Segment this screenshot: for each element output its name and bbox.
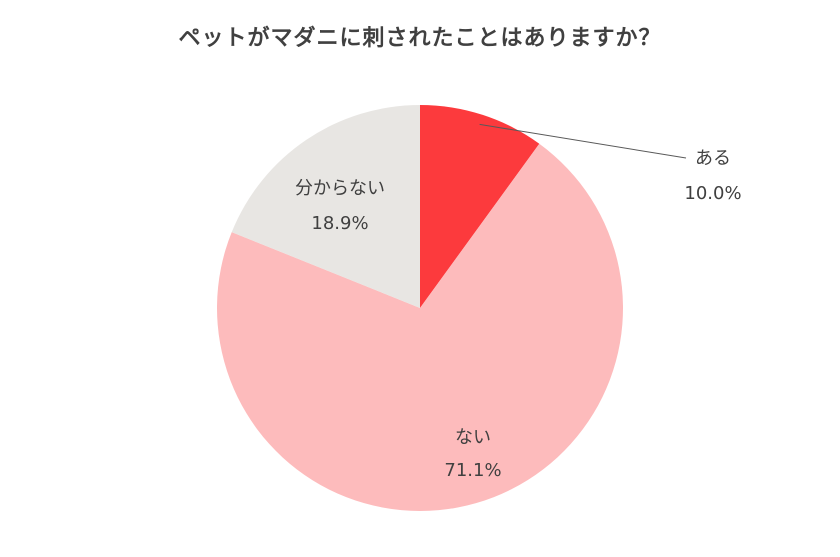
slice-label-1: ある: [695, 148, 731, 169]
chart-title: ペットがマダニに刺されたことはありますか？: [178, 26, 662, 51]
slice-label-2: ない: [455, 427, 491, 448]
pie-slice-3: [231, 104, 420, 309]
pie-slices: [217, 104, 624, 512]
leader-line-aru: [479, 123, 687, 159]
pie-slice-2: [217, 143, 624, 512]
slice-value-label-2: 71.1%: [444, 460, 501, 481]
slice-value-label-1: 10.0%: [684, 183, 741, 204]
pie-labels: ある 10.0% ない 71.1% 分からない 18.9%: [295, 148, 742, 481]
slice-value-label-3: 18.9%: [311, 213, 368, 234]
pie-slice-1: [420, 105, 540, 308]
slice-label-3: 分からない: [295, 178, 385, 199]
